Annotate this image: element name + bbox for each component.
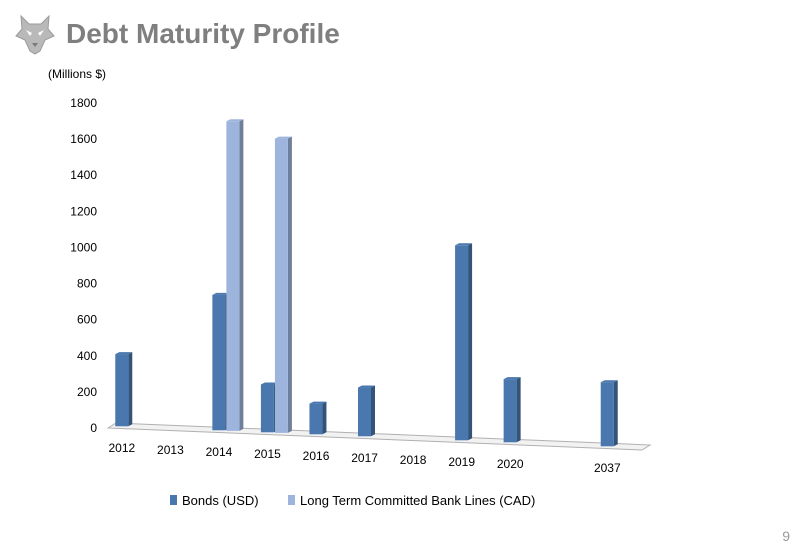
y-tick-label: 1400 (70, 168, 97, 182)
bar-side (516, 377, 521, 443)
y-tick-label: 1200 (70, 204, 97, 218)
bar-top (309, 401, 327, 404)
y-axis: 0 200 400 600 800 1000 1200 1400 1600 1800 (70, 96, 97, 435)
page-number: 9 (782, 528, 790, 544)
x-tick-label: 2016 (303, 449, 330, 463)
y-tick-label: 600 (77, 313, 97, 327)
chart-floor (106, 422, 652, 451)
x-tick-label: 2012 (109, 441, 136, 455)
bar-side (287, 136, 292, 433)
bar-side (128, 352, 133, 427)
legend: Bonds (USD) Long Term Committed Bank Line… (170, 493, 535, 508)
y-tick-label: 1600 (70, 132, 97, 146)
y-tick-label: 400 (77, 349, 97, 363)
bar-front (212, 294, 226, 431)
y-tick-label: 800 (77, 277, 97, 291)
bar-front (274, 138, 288, 433)
bar-front (358, 387, 371, 437)
y-tick-label: 1000 (70, 240, 97, 254)
x-tick-label: 2020 (497, 457, 524, 471)
x-tick-label: 2015 (254, 447, 281, 461)
unit-label: (Millions $) (48, 67, 106, 81)
bar (600, 380, 618, 447)
x-tick-label: 2014 (206, 445, 233, 459)
x-tick-label: 2013 (157, 443, 184, 457)
bar-side (613, 380, 618, 447)
bar (309, 401, 327, 435)
bar-front (309, 403, 323, 435)
bar (455, 243, 473, 441)
bars (115, 119, 618, 447)
bar-side (322, 401, 327, 435)
bar-side (468, 243, 473, 441)
bar (115, 352, 133, 427)
x-tick-label: 2018 (400, 453, 427, 467)
bar (274, 136, 292, 433)
legend-label: Bonds (USD) (182, 493, 259, 508)
x-tick-label: 2017 (351, 451, 378, 465)
bar (503, 377, 521, 443)
bar-front (115, 354, 129, 427)
bar-top (226, 119, 244, 122)
bar-top (274, 136, 292, 139)
husky-head-icon (15, 14, 55, 55)
bar-top (115, 352, 133, 355)
bar-top (503, 377, 521, 380)
bar-front (503, 379, 517, 443)
slide-title: Debt Maturity Profile (66, 18, 340, 49)
x-tick-label: 2037 (594, 461, 621, 475)
floor-plane (106, 422, 652, 451)
x-tick-label: 2019 (448, 455, 475, 469)
y-tick-label: 0 (90, 421, 97, 435)
bar (226, 119, 244, 431)
legend-swatch (170, 495, 177, 505)
bar-top (455, 243, 473, 246)
x-axis-labels: 2012 2013 2014 2015 2016 2017 2018 2019 2020 2037 (109, 441, 621, 475)
bar-top (260, 382, 278, 385)
bar-front (455, 245, 469, 441)
bar (358, 385, 375, 437)
legend-swatch (288, 495, 295, 505)
bar-side (371, 385, 375, 437)
bar-top (212, 292, 230, 295)
bar-side (239, 119, 244, 431)
bar-front (260, 384, 274, 433)
bar-front (226, 121, 240, 431)
bar-top (600, 380, 618, 383)
legend-label: Long Term Committed Bank Lines (CAD) (300, 493, 535, 508)
y-tick-label: 200 (77, 385, 97, 399)
y-tick-label: 1800 (70, 96, 97, 110)
bar-top (358, 385, 375, 388)
bar-front (600, 382, 614, 447)
